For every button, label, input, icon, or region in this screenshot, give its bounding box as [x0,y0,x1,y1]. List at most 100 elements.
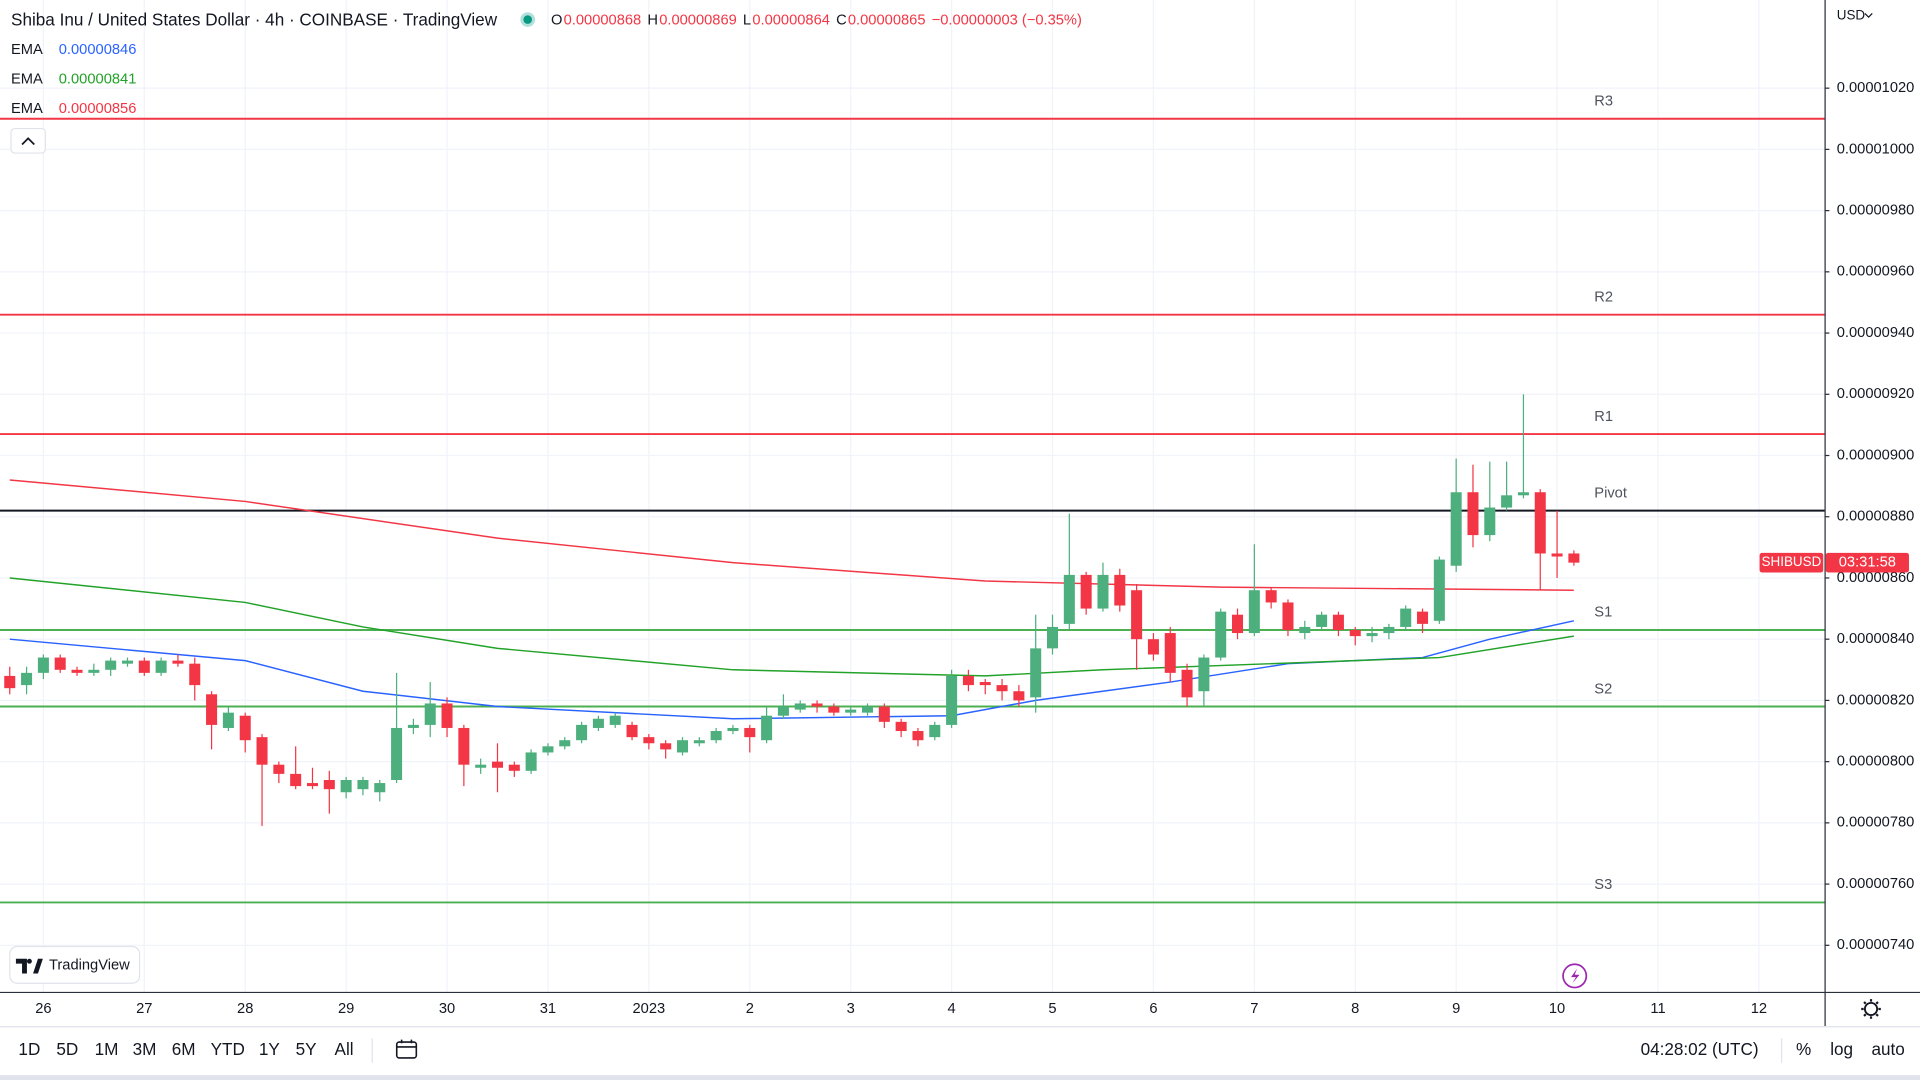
candle-body [21,672,33,686]
x-tick-label: 7 [1250,1001,1258,1017]
pivot-label: S1 [1594,605,1612,621]
symbol-tag: SHIBUSD [1762,554,1822,569]
candle-body [979,682,991,686]
price-tag: SHIBUSD 03:31:58 [1759,552,1909,573]
alert-icon[interactable] [1562,963,1588,989]
candle-body [222,712,234,728]
candles [4,394,1580,826]
range-button[interactable]: 5Y [296,1039,318,1059]
candle-body [1450,492,1462,566]
alert-circle[interactable] [1562,963,1588,989]
pivot-label: R3 [1594,94,1613,110]
ema-value: 0.00000846 [59,42,137,58]
range-button[interactable]: 1D [18,1039,40,1059]
range-button[interactable]: YTD [211,1039,245,1059]
candle-body [1097,574,1109,609]
x-tick-label: 4 [948,1001,956,1017]
y-tick-label: 0.00001020 [1837,80,1915,96]
x-tick-label: 10 [1549,1001,1565,1017]
date-range-icon[interactable] [395,1039,418,1059]
candle-body [407,724,419,728]
candle-body [4,675,16,689]
currency-label[interactable]: USD [1837,7,1866,22]
x-tick-label: 12 [1751,1001,1767,1017]
pivot-label: Pivot [1594,485,1627,501]
ema-name: EMA [11,71,43,87]
candle-body [1215,611,1227,658]
candle-body [475,764,487,768]
range-button[interactable]: 1M [95,1039,119,1059]
candle-body [559,740,571,747]
pivot-label: R2 [1594,289,1613,305]
candle-body [121,660,133,664]
countdown-box [1825,552,1909,573]
scale-option[interactable]: % [1796,1039,1811,1059]
candle-body [189,663,201,686]
y-tick-label: 0.00000940 [1837,325,1915,341]
x-tick-label: 6 [1149,1001,1157,1017]
candle-body [576,724,588,741]
logo-text: TradingView [49,957,130,973]
candle-body [710,731,722,741]
candle-body [1332,614,1344,630]
y-tick-label: 0.00000820 [1837,692,1915,708]
gear[interactable] [1863,1001,1879,1017]
range-button[interactable]: 5D [56,1039,78,1059]
range-button[interactable]: 6M [172,1039,196,1059]
candle-body [1047,626,1059,649]
candle-body [1484,507,1496,536]
candle-body [1299,626,1311,634]
countdown: 03:31:58 [1839,555,1896,571]
range-button[interactable]: All [335,1039,354,1059]
x-tick-label: 3 [847,1001,855,1017]
candle-body [1147,639,1159,655]
logo-box[interactable] [9,945,141,984]
scale-option[interactable]: auto [1871,1039,1904,1059]
calendar[interactable] [395,1041,418,1059]
y-tick-label: 0.00000840 [1837,631,1915,647]
candle-body [643,737,655,744]
pivot-label: R1 [1594,409,1613,425]
ema-line [9,620,1574,720]
collapse-button-box[interactable] [10,127,46,154]
range-button[interactable]: 1Y [259,1039,281,1059]
candle-body [374,783,386,793]
candle-body [256,737,268,765]
candle-body [1181,669,1193,698]
candle-body [1467,492,1479,536]
ohlc-key: O [551,13,562,29]
settings-icon[interactable] [1861,999,1881,1019]
scale-option[interactable]: log [1830,1039,1853,1059]
candle-body [1349,630,1361,637]
x-tick-label: 27 [136,1001,152,1017]
axes: 26 27 28 29 30 31 2023 2 3 4 5 6 7 8 9 10 11 12 0.00000740… [35,7,1914,1016]
ema-lines [9,479,1574,720]
y-tick-label: 0.00000760 [1837,876,1915,892]
ema-line [9,577,1574,677]
candle-body [609,715,621,725]
candle-body [1063,574,1075,624]
collapse-button[interactable] [10,127,46,154]
candle-body [744,727,756,738]
x-tick-label: 31 [540,1001,556,1017]
tradingview-logo[interactable]: TradingView [9,945,141,984]
candle-body [1501,495,1513,508]
candle-body [676,740,689,753]
ohlc-value: 0.00000869 [659,13,737,29]
candle-body [323,780,335,790]
x-tick-label: 30 [439,1001,455,1017]
candle-body [155,660,167,673]
candle-body [37,657,49,673]
calendar-lines [396,1039,417,1048]
candle-body [626,724,638,738]
candle-body [929,724,941,738]
x-tick-label: 8 [1351,1001,1359,1017]
candle-body [239,715,251,741]
ohlc-value: 0.00000864 [752,13,830,29]
x-tick-label: 29 [338,1001,354,1017]
candle-body [996,685,1008,692]
candle-body [508,764,520,771]
range-button[interactable]: 3M [133,1039,157,1059]
